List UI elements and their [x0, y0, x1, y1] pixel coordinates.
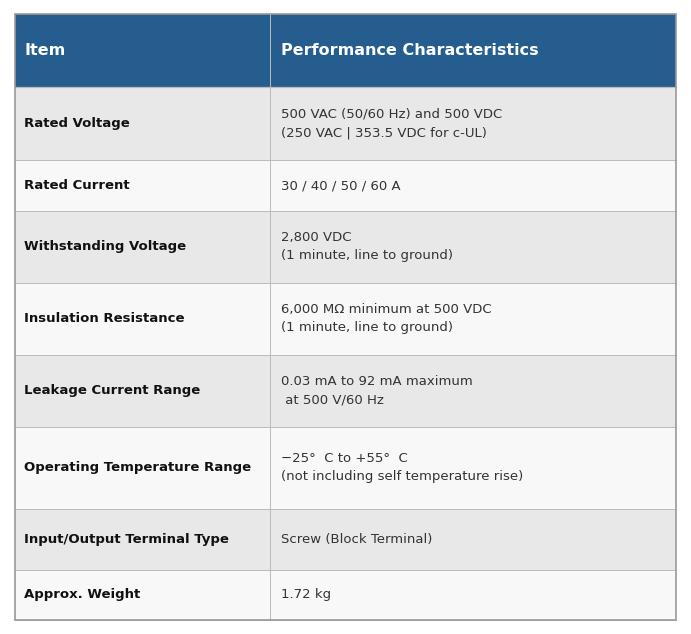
Bar — [15, 87, 676, 160]
Bar — [15, 509, 676, 570]
Text: Item: Item — [24, 42, 66, 58]
Bar — [15, 160, 676, 210]
Bar — [15, 14, 676, 87]
Text: Operating Temperature Range: Operating Temperature Range — [24, 461, 252, 474]
Text: 0.03 mA to 92 mA maximum
 at 500 V/60 Hz: 0.03 mA to 92 mA maximum at 500 V/60 Hz — [281, 375, 473, 406]
Text: Rated Voltage: Rated Voltage — [24, 117, 130, 130]
Text: Approx. Weight: Approx. Weight — [24, 588, 140, 602]
Bar — [15, 427, 676, 509]
Text: 2,800 VDC
(1 minute, line to ground): 2,800 VDC (1 minute, line to ground) — [281, 231, 453, 262]
Text: Performance Characteristics: Performance Characteristics — [281, 42, 538, 58]
Text: Leakage Current Range: Leakage Current Range — [24, 384, 200, 397]
Text: Withstanding Voltage: Withstanding Voltage — [24, 240, 187, 253]
Text: 500 VAC (50/60 Hz) and 500 VDC
(250 VAC | 353.5 VDC for c-UL): 500 VAC (50/60 Hz) and 500 VDC (250 VAC … — [281, 108, 502, 139]
Bar — [15, 570, 676, 620]
Bar — [15, 354, 676, 427]
Text: −25°  C to +55°  C
(not including self temperature rise): −25° C to +55° C (not including self tem… — [281, 452, 523, 484]
Text: Screw (Block Terminal): Screw (Block Terminal) — [281, 533, 432, 546]
Text: 1.72 kg: 1.72 kg — [281, 588, 331, 602]
Bar — [15, 283, 676, 354]
Text: Insulation Resistance: Insulation Resistance — [24, 312, 184, 325]
Text: Input/Output Terminal Type: Input/Output Terminal Type — [24, 533, 229, 546]
Bar — [15, 210, 676, 283]
Text: 6,000 MΩ minimum at 500 VDC
(1 minute, line to ground): 6,000 MΩ minimum at 500 VDC (1 minute, l… — [281, 303, 491, 334]
Text: 30 / 40 / 50 / 60 A: 30 / 40 / 50 / 60 A — [281, 179, 400, 192]
Text: Rated Current: Rated Current — [24, 179, 130, 192]
